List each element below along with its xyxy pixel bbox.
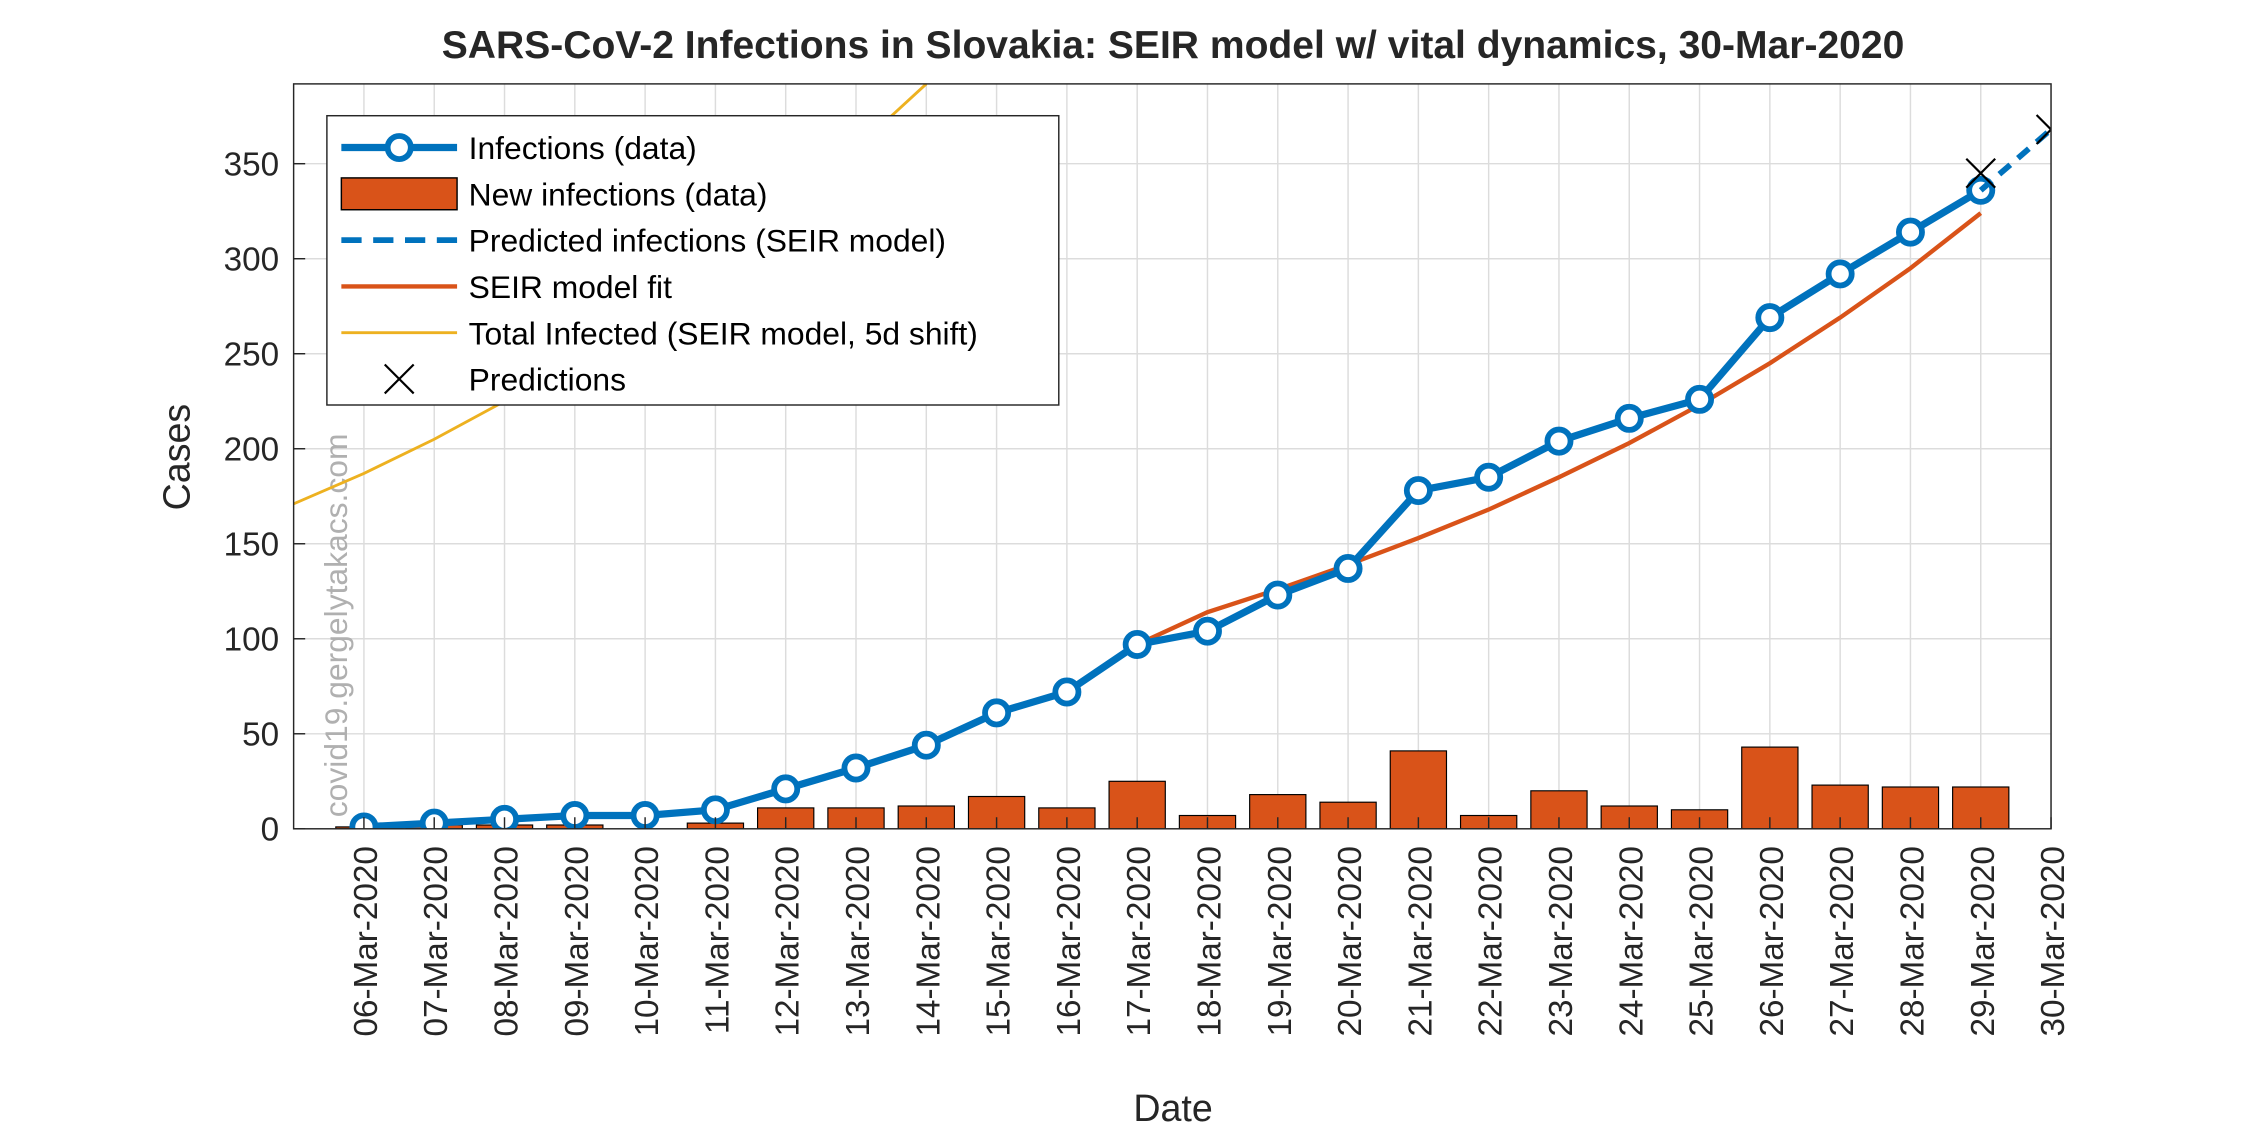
legend-label: Total Infected (SEIR model, 5d shift) (469, 315, 978, 351)
marker (982, 698, 1012, 728)
x-tick-label: 07-Mar-2020 (418, 846, 455, 1036)
marker (1193, 616, 1222, 646)
x-tick-label: 19-Mar-2020 (1262, 846, 1299, 1036)
marker (1544, 426, 1574, 456)
x-tick-label: 26-Mar-2020 (1754, 846, 1791, 1036)
chart-title: SARS-CoV-2 Infections in Slovakia: SEIR … (442, 24, 1905, 67)
x-tick-label: 12-Mar-2020 (770, 846, 807, 1036)
cross-marker (1965, 157, 1996, 189)
marker (911, 730, 941, 760)
y-tick-label: 50 (242, 716, 279, 753)
x-tick-label: 23-Mar-2020 (1543, 846, 1580, 1036)
y-tick-label: 100 (224, 621, 279, 658)
legend-label: Predictions (469, 362, 626, 398)
marker (1474, 462, 1504, 492)
y-tick-label: 250 (224, 336, 279, 373)
x-tick-label: 28-Mar-2020 (1894, 846, 1931, 1036)
marker (1825, 259, 1855, 289)
bar (1389, 750, 1448, 829)
legend-box (326, 114, 1060, 406)
x-tick-label: 21-Mar-2020 (1402, 846, 1439, 1036)
marker (1614, 403, 1644, 433)
x-tick-label: 30-Mar-2020 (2035, 846, 2072, 1036)
bar (1741, 746, 1799, 829)
marker (841, 753, 871, 783)
x-tick-label: 14-Mar-2020 (910, 846, 947, 1036)
y-tick-label: 200 (224, 431, 279, 468)
y-tick-label: 0 (261, 811, 280, 848)
x-tick-label: 09-Mar-2020 (559, 846, 596, 1036)
marker (1755, 303, 1785, 333)
marker (1052, 677, 1082, 707)
x-tick-label: 29-Mar-2020 (1965, 846, 2002, 1036)
x-tick-label: 24-Mar-2020 (1613, 846, 1650, 1036)
y-tick-label: 350 (224, 146, 279, 183)
x-tick-label: 10-Mar-2020 (629, 846, 666, 1036)
marker (1122, 630, 1152, 659)
x-tick-label: 13-Mar-2020 (840, 846, 877, 1036)
marker (1263, 580, 1293, 610)
marker (1403, 476, 1433, 506)
x-tick-label: 11-Mar-2020 (699, 846, 736, 1034)
legend-swatch (383, 363, 415, 395)
marker (1685, 384, 1715, 414)
marker (1895, 217, 1925, 247)
axes-box (292, 83, 2052, 830)
legend-label: SEIR model fit (469, 269, 672, 305)
x-tick-label: 06-Mar-2020 (348, 846, 385, 1036)
x-tick-label: 25-Mar-2020 (1684, 846, 1721, 1036)
x-tick-label: 20-Mar-2020 (1332, 846, 1369, 1036)
watermark: covid19.gergelytakacs.com (318, 434, 354, 818)
legend-label: Infections (data) (469, 130, 697, 166)
cross-marker (2035, 114, 2052, 145)
x-tick-label: 27-Mar-2020 (1824, 846, 1861, 1036)
marker (771, 774, 801, 804)
legend-swatch (384, 133, 414, 162)
x-tick-label: 22-Mar-2020 (1473, 846, 1510, 1036)
marker (1333, 554, 1363, 583)
y-axis-label: Cases (155, 404, 197, 511)
x-tick-label: 17-Mar-2020 (1121, 846, 1158, 1036)
line (1978, 127, 2052, 193)
legend-label: Predicted infections (SEIR model) (469, 223, 946, 259)
x-tick-label: 08-Mar-2020 (489, 846, 526, 1036)
y-tick-label: 150 (224, 526, 279, 563)
x-tick-label: 18-Mar-2020 (1191, 846, 1228, 1036)
legend-swatch (340, 177, 458, 211)
x-axis-label: Date (1133, 1087, 1212, 1129)
x-tick-label: 16-Mar-2020 (1051, 846, 1088, 1036)
legend-label: New infections (data) (469, 176, 768, 212)
x-tick-label: 15-Mar-2020 (981, 846, 1018, 1036)
y-tick-label: 300 (224, 241, 279, 278)
